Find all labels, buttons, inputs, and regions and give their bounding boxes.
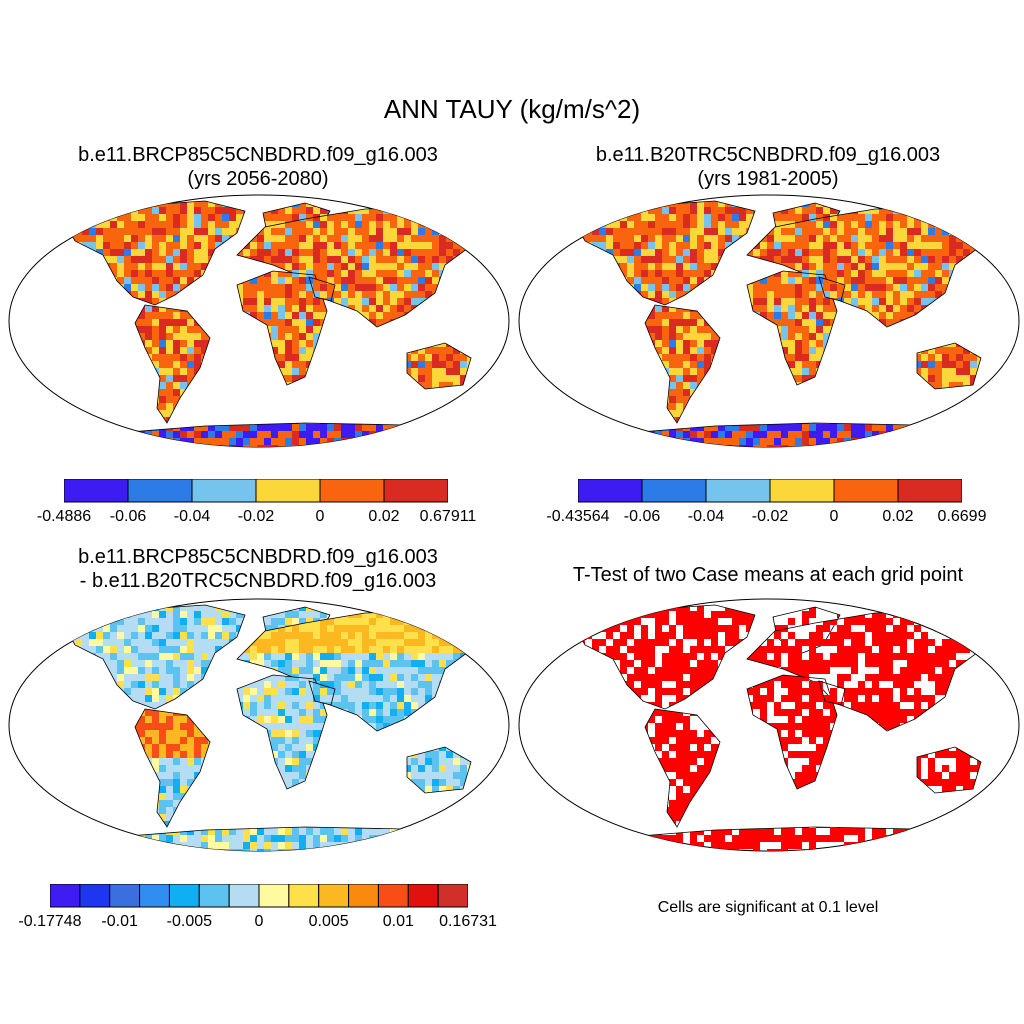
map-panel-case1: [5, 193, 515, 453]
colorbar-box: [320, 479, 384, 502]
colorbar-tick-label: 0.16731: [439, 913, 497, 931]
colorbar-box: [259, 884, 289, 907]
significance-note: Cells are significant at 0.1 level: [512, 899, 1024, 917]
panel-3-title-line2: - b.e11.B20TRC5CNBDRD.f09_g16.003: [8, 569, 508, 593]
colorbar-box: [256, 479, 320, 502]
colorbar-box: [384, 479, 448, 502]
colorbar-tick-label: -0.43564: [546, 508, 609, 526]
colorbar-tick-label: -0.4886: [37, 508, 91, 526]
colorbar-tick-label: -0.005: [167, 913, 212, 931]
colorbar-tick-label: 0.67911: [420, 508, 477, 526]
colorbar-box: [438, 884, 468, 907]
panel-1-title-line1: b.e11.BRCP85C5CNBDRD.f09_g16.003: [8, 143, 508, 167]
colorbar-case2: [578, 479, 962, 503]
colorbar-tick-label: -0.06: [624, 508, 660, 526]
colorbar-box: [229, 884, 259, 907]
colorbar-tick-label: 0.005: [309, 913, 349, 931]
map-panel-difference: [5, 597, 515, 857]
panel-3-title-line1: b.e11.BRCP85C5CNBDRD.f09_g16.003: [8, 545, 508, 569]
colorbar-tick-label: -0.01: [101, 913, 137, 931]
colorbar-tick-label: -0.02: [752, 508, 788, 526]
colorbar-box: [378, 884, 408, 907]
colorbar-box: [192, 479, 256, 502]
map-panel-ttest: [515, 597, 1024, 857]
colorbar-tick-label: 0: [255, 913, 264, 931]
colorbar-tick-label: -0.04: [688, 508, 724, 526]
colorbar-box: [289, 884, 319, 907]
colorbar-box: [319, 884, 349, 907]
colorbar-tick-label: 0: [316, 508, 325, 526]
figure-title: ANN TAUY (kg/m/s^2): [0, 94, 1024, 125]
colorbar-box: [110, 884, 140, 907]
panel-2-title-line1: b.e11.B20TRC5CNBDRD.f09_g16.003: [518, 143, 1018, 167]
colorbar-case1: [64, 479, 448, 503]
colorbar-box: [642, 479, 706, 502]
colorbar-difference: [50, 884, 468, 908]
colorbar-box: [80, 884, 110, 907]
panel-1-title-line2: (yrs 2056-2080): [8, 167, 508, 191]
colorbar-tick-label: -0.06: [110, 508, 146, 526]
colorbar-box: [706, 479, 770, 502]
panel-2-title: b.e11.B20TRC5CNBDRD.f09_g16.003 (yrs 198…: [518, 143, 1018, 191]
colorbar-tick-label: 0.02: [882, 508, 913, 526]
colorbar-tick-label: 0.01: [383, 913, 414, 931]
colorbar-box: [199, 884, 229, 907]
colorbar-box: [834, 479, 898, 502]
colorbar-tick-label: 0.6699: [938, 508, 987, 526]
map-panel-case2: [515, 193, 1024, 453]
panel-2-title-line2: (yrs 1981-2005): [518, 167, 1018, 191]
panel-1-title: b.e11.BRCP85C5CNBDRD.f09_g16.003 (yrs 20…: [8, 143, 508, 191]
colorbar-box: [50, 884, 80, 907]
colorbar-box: [770, 479, 834, 502]
colorbar-box: [140, 884, 170, 907]
colorbar-tick-label: -0.17748: [18, 913, 81, 931]
colorbar-box: [169, 884, 199, 907]
colorbar-tick-label: -0.02: [238, 508, 274, 526]
colorbar-box: [64, 479, 128, 502]
panel-4-title: T-Test of two Case means at each grid po…: [512, 563, 1024, 587]
colorbar-tick-label: 0.02: [368, 508, 399, 526]
colorbar-tick-label: 0: [830, 508, 839, 526]
colorbar-box: [578, 479, 642, 502]
panel-3-title: b.e11.BRCP85C5CNBDRD.f09_g16.003 - b.e11…: [8, 545, 508, 593]
colorbar-tick-label: -0.04: [174, 508, 210, 526]
colorbar-box: [128, 479, 192, 502]
colorbar-box: [408, 884, 438, 907]
colorbar-box: [349, 884, 379, 907]
colorbar-box: [898, 479, 962, 502]
